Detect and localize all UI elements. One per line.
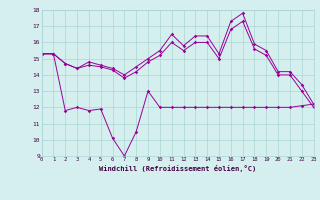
X-axis label: Windchill (Refroidissement éolien,°C): Windchill (Refroidissement éolien,°C) — [99, 165, 256, 172]
